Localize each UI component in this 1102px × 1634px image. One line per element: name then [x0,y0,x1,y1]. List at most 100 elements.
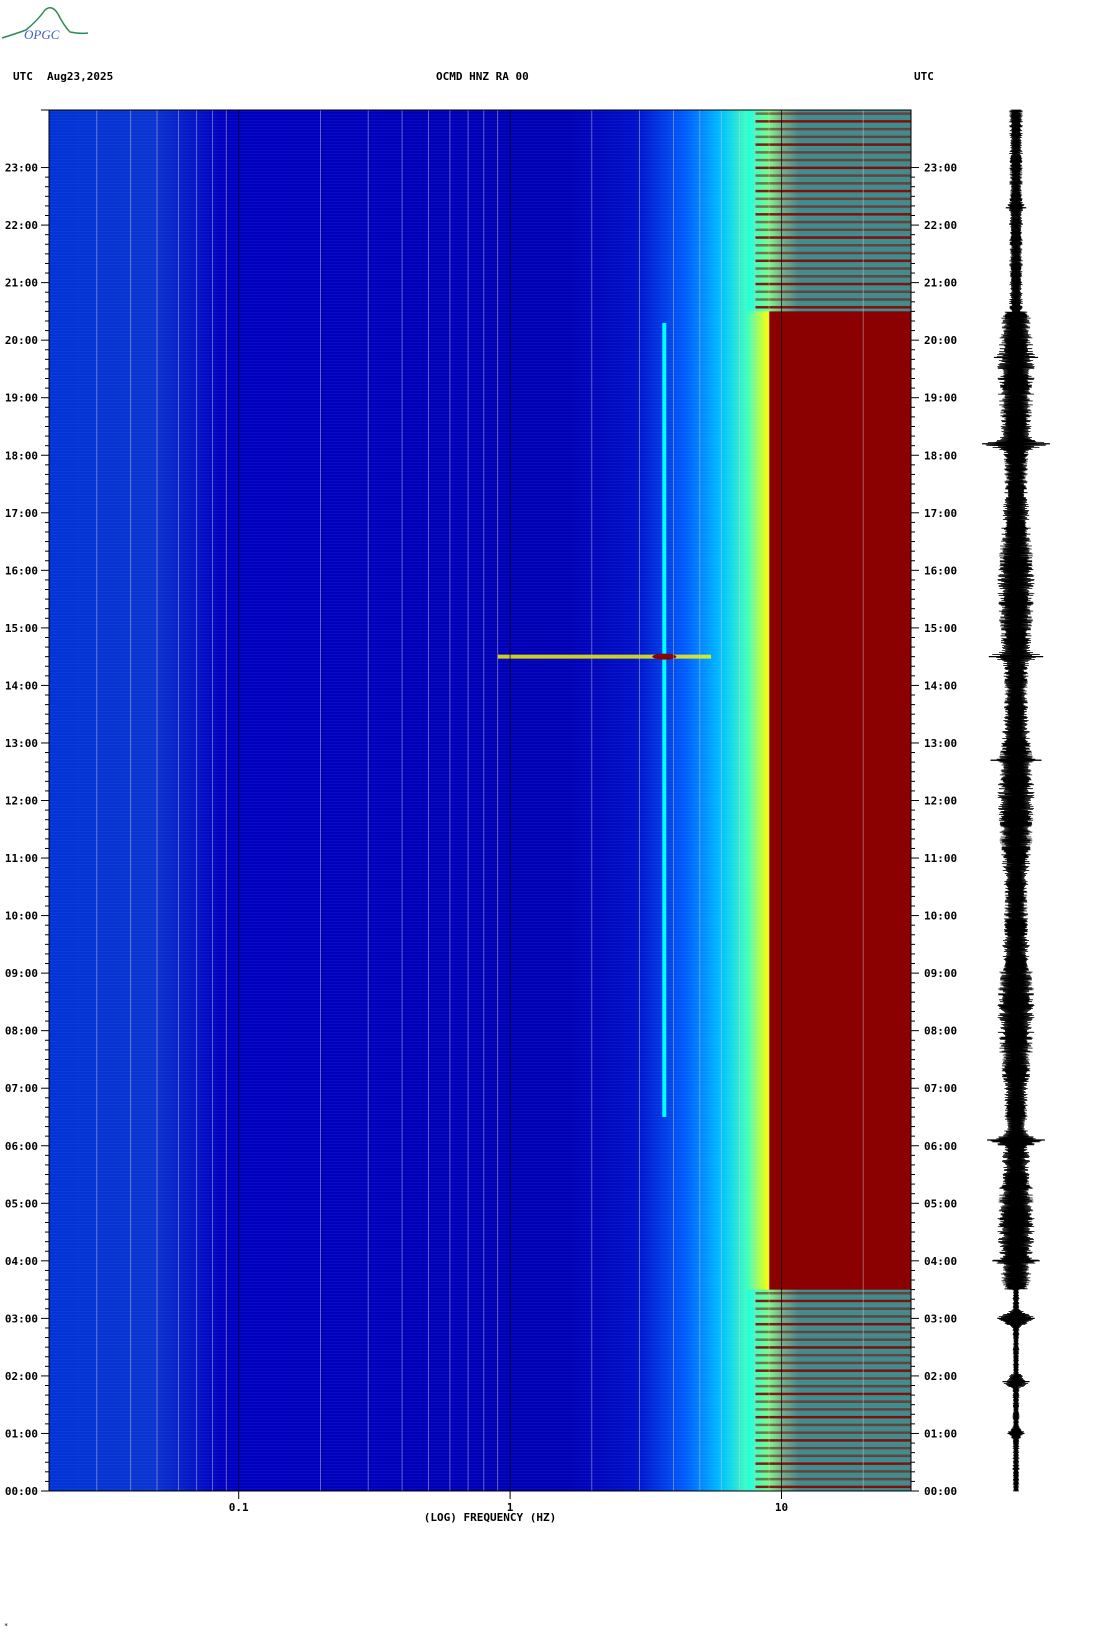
noise-streak [755,259,911,263]
y-tick-label-left: 21:00 [5,277,38,290]
y-tick-label-left: 04:00 [5,1255,38,1268]
x-tick-label: 1 [507,1501,514,1514]
y-tick-label-left: 22:00 [5,219,38,232]
y-tick-label-right: 01:00 [924,1427,957,1440]
noise-streak [755,166,911,170]
noise-streak [755,251,911,255]
quiet-period-band-0 [747,110,911,312]
quiet-period-band-1 [747,1289,911,1491]
noise-streak [755,1384,911,1388]
y-tick-label-right: 13:00 [924,737,957,750]
y-tick-label-left: 15:00 [5,622,38,635]
y-tick-label-right: 22:00 [924,219,957,232]
noise-streak [755,1485,911,1489]
y-tick-label-right: 19:00 [924,392,957,405]
noise-streak [755,1307,911,1310]
y-tick-label-left: 00:00 [5,1485,38,1498]
y-tick-label-left: 17:00 [5,507,38,520]
noise-streak [755,120,911,123]
spectrogram-plot [49,110,911,1491]
y-tick-label-left: 01:00 [5,1427,38,1440]
y-tick-label-left: 19:00 [5,392,38,405]
y-tick-label-left: 11:00 [5,852,38,865]
noise-streak [755,1470,911,1473]
y-tick-label-left: 03:00 [5,1312,38,1325]
noise-streak [755,1361,911,1365]
noise-streak [755,1377,911,1380]
y-tick-label-right: 21:00 [924,277,957,290]
noise-streak [755,112,911,115]
y-tick-label-right: 15:00 [924,622,957,635]
y-tick-label-right: 06:00 [924,1140,957,1153]
noise-streak [755,135,911,139]
noise-streak [755,1431,911,1434]
y-tick-label-left: 08:00 [5,1025,38,1038]
left-timezone: UTC [13,70,33,83]
noise-streak [755,182,911,185]
noise-streak [755,1454,911,1458]
noise-streak [755,275,911,278]
noise-streak [755,151,911,154]
y-tick-label-left: 09:00 [5,967,38,980]
y-tick-label-right: 12:00 [924,795,957,808]
y-tick-label-right: 05:00 [924,1197,957,1210]
noise-streak [755,1439,911,1442]
x-tick-label: 10 [775,1501,788,1514]
y-tick-label-right: 00:00 [924,1485,957,1498]
y-tick-label-right: 23:00 [924,162,957,175]
y-tick-label-right: 08:00 [924,1025,957,1038]
noise-streak [755,1322,911,1326]
noise-streak [755,174,911,177]
noise-streak [755,1299,911,1303]
corner-mark: * [4,1622,9,1630]
y-tick-label-right: 14:00 [924,679,957,692]
noise-streak [755,298,911,301]
noise-streak [755,1446,911,1450]
noise-streak [755,290,911,294]
y-tick-label-right: 11:00 [924,852,957,865]
noise-streak [755,1415,911,1419]
noise-streak [755,228,911,232]
y-tick-label-right: 17:00 [924,507,957,520]
y-tick-label-right: 10:00 [924,910,957,923]
axes: 00:00 00:00 01:00 01:00 02:00 02:00 03:00 03:00… [5,109,957,1514]
noise-streak [755,1346,911,1349]
y-tick-label-left: 16:00 [5,564,38,577]
right-timezone: UTC [914,70,934,83]
logo-text: OPGC [24,27,60,42]
event-peak [652,653,677,660]
y-tick-label-right: 20:00 [924,334,957,347]
spectral-line [662,322,667,1117]
noise-streak [755,1462,911,1465]
y-tick-label-right: 18:00 [924,449,957,462]
noise-streak [755,189,911,193]
y-tick-label-right: 02:00 [924,1370,957,1383]
noise-streak [755,1315,911,1318]
event-band [497,654,712,659]
noise-streak [755,1400,911,1403]
noise-streak [755,244,911,247]
noise-streak [755,205,911,208]
noise-streak [755,1369,911,1372]
noise-streak [755,127,911,131]
noise-streak [755,1477,911,1481]
noise-streak [755,1330,911,1334]
noise-streak [755,213,911,216]
y-tick-label-left: 02:00 [5,1370,38,1383]
y-tick-label-right: 03:00 [924,1312,957,1325]
noise-streak [755,306,911,309]
y-tick-label-left: 07:00 [5,1082,38,1095]
opgc-logo: OPGC [1,7,89,42]
noise-streak [755,220,911,224]
y-tick-label-right: 16:00 [924,564,957,577]
noise-streak [755,1392,911,1396]
date-label: Aug23,2025 [47,70,114,83]
y-tick-label-left: 20:00 [5,334,38,347]
noise-streak [755,1408,911,1411]
y-tick-label-left: 06:00 [5,1140,38,1153]
y-tick-label-left: 14:00 [5,679,38,692]
y-tick-label-left: 10:00 [5,910,38,923]
noise-streak [755,282,911,286]
y-tick-label-right: 09:00 [924,967,957,980]
